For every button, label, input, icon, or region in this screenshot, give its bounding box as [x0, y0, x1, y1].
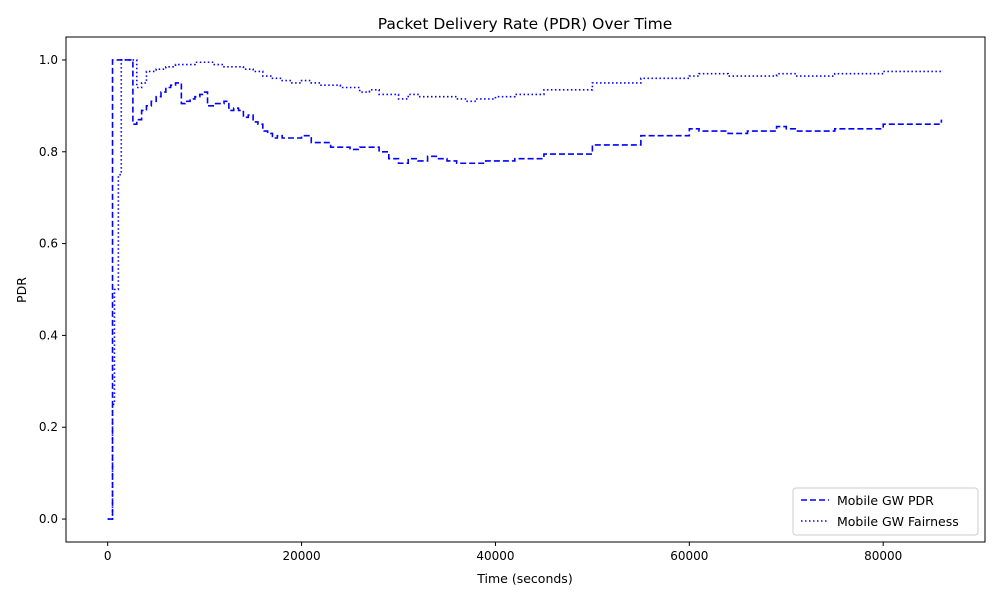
plot-frame — [65, 36, 986, 543]
legend-label-pdr: Mobile GW PDR — [837, 493, 934, 508]
y-tick-label: 0.0 — [39, 512, 58, 526]
series-line-pdr — [107, 59, 943, 520]
x-axis: 0 20000 40000 60000 80000 — [104, 542, 902, 563]
y-tick-label: 0.2 — [39, 420, 58, 434]
legend: Mobile GW PDR Mobile GW Fairness — [792, 487, 979, 536]
y-tick-label: 0.6 — [39, 237, 58, 251]
x-tick-label: 20000 — [282, 549, 320, 563]
y-axis-label: PDR — [14, 277, 29, 303]
x-tick-label: 60000 — [670, 549, 708, 563]
x-tick-label: 40000 — [476, 549, 514, 563]
x-axis-label: Time (seconds) — [476, 571, 572, 586]
chart-title: Packet Delivery Rate (PDR) Over Time — [378, 15, 673, 33]
legend-label-fairness: Mobile GW Fairness — [837, 514, 959, 529]
legend-box — [792, 487, 979, 536]
y-tick-label: 1.0 — [39, 53, 58, 67]
y-axis: 0.0 0.2 0.4 0.6 0.8 1.0 — [39, 53, 66, 526]
x-tick-label: 0 — [104, 549, 112, 563]
series-line-fairness — [107, 59, 943, 520]
plot-area — [65, 36, 986, 543]
y-tick-label: 0.4 — [39, 328, 58, 342]
x-tick-label: 80000 — [864, 549, 902, 563]
y-tick-label: 0.8 — [39, 145, 58, 159]
series-layer — [107, 59, 943, 520]
